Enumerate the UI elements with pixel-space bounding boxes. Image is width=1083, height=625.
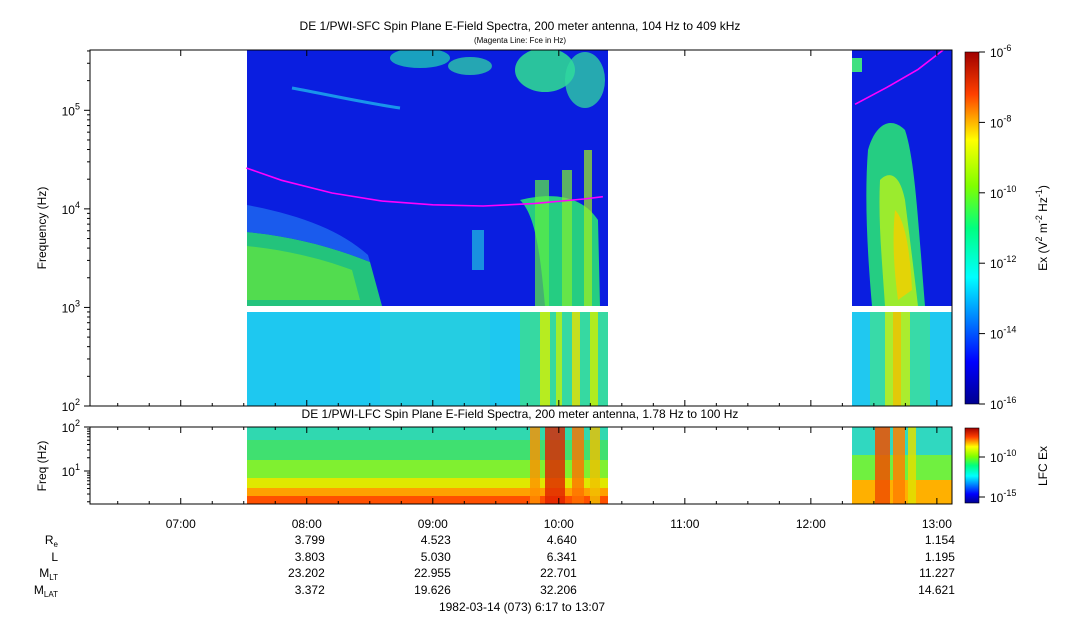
lfc-y-label: Freq (Hz) [35,441,49,492]
ephemeris-row-label: L [51,550,58,564]
ephemeris-value: 4.640 [547,533,577,547]
ephemeris-value: 22.955 [414,566,451,580]
time-tick-label: 13:00 [922,517,952,531]
sfc-colorbar-tick-label: 10-8 [990,113,1011,130]
time-tick-label: 08:00 [292,517,322,531]
time-tick-label: 12:00 [796,517,826,531]
ephemeris-table: Re 3.799 4.523 4.640 1.154 L 3.803 5.030 6.341 1.… [34,533,955,599]
sfc-colorbar-ticks: 10-6 10-8 10-10 10-12 10-14 10-16 [979,43,1016,412]
ephemeris-value: 32.206 [540,583,577,597]
sfc-colorbar [964,51,980,405]
ephemeris-row-label: MLT [39,566,58,582]
lfc-colorbar-ticks: 10-10 10-15 [979,448,1016,505]
ephemeris-row-label: Re [45,533,59,549]
lfc-title: DE 1/PWI-LFC Spin Plane E-Field Spectra,… [302,407,739,421]
sfc-plot-area [90,50,952,406]
lfc-colorbar [964,427,980,504]
lfc-y-axis: 101 102 [62,418,90,503]
lfc-colorbar-tick-label: 10-15 [990,488,1016,505]
ephemeris-value: 14.621 [918,583,955,597]
ephemeris-value: 22.701 [540,566,577,580]
sfc-title: DE 1/PWI-SFC Spin Plane E-Field Spectra,… [300,19,741,33]
time-axis: 07:00 08:00 09:00 10:00 11:00 12:00 13:00 [117,50,952,531]
sfc-colorbar-tick-label: 10-16 [990,395,1016,412]
sfc-colorbar-tick-label: 10-6 [990,43,1011,60]
sfc-colorbar-label: Ex (V2 m-2 Hz-1) [1034,185,1050,271]
ephemeris-value: 6.341 [547,550,577,564]
sfc-y-tick-label: 103 [62,298,80,315]
sfc-y-tick-label: 104 [62,200,80,217]
sfc-colorbar-tick-label: 10-14 [990,325,1016,342]
sfc-colorbar-tick-label: 10-10 [990,184,1016,201]
fce-line-segment-2 [854,50,944,106]
lfc-spectrogram-interval-2 [852,427,952,504]
sfc-colorbar-tick-label: 10-12 [990,254,1016,271]
lfc-plot-frame [89,426,953,505]
time-tick-label: 10:00 [544,517,574,531]
ephemeris-value: 1.195 [925,550,955,564]
lfc-colorbar-tick-label: 10-10 [990,448,1016,465]
sfc-y-tick-label: 102 [62,397,80,414]
fce-line-segment-1 [246,167,603,207]
lfc-spectrogram-interval-1 [247,427,608,504]
ephemeris-value: 4.523 [421,533,451,547]
sfc-spectrogram-interval-2 [852,50,952,406]
ephemeris-value: 3.803 [295,550,325,564]
sfc-y-tick-label: 105 [62,101,80,118]
footer-time-range: 1982-03-14 (073) 6:17 to 13:07 [439,600,605,614]
lfc-plot-area [90,427,952,504]
ephemeris-value: 19.626 [414,583,451,597]
time-tick-label: 11:00 [670,517,699,531]
sfc-plot-frame [89,49,953,407]
lfc-y-tick-label: 102 [62,418,80,435]
ephemeris-value: 3.799 [295,533,325,547]
sfc-y-axis: 102 103 104 105 [62,50,90,414]
time-tick-label: 07:00 [166,517,196,531]
sfc-subtitle: (Magenta Line: Fce in Hz) [474,36,566,45]
ephemeris-value: 3.372 [295,583,325,597]
time-tick-label: 09:00 [418,517,448,531]
lfc-colorbar-label: LFC Ex [1036,446,1050,486]
ephemeris-row-label: MLAT [34,583,58,599]
ephemeris-value: 1.154 [925,533,955,547]
ephemeris-value: 5.030 [421,550,451,564]
ephemeris-value: 23.202 [288,566,325,580]
sfc-spectrogram-interval-1 [247,50,608,406]
sfc-y-label: Frequency (Hz) [35,187,49,270]
lfc-y-tick-label: 101 [62,462,80,479]
ephemeris-value: 11.227 [919,566,955,580]
